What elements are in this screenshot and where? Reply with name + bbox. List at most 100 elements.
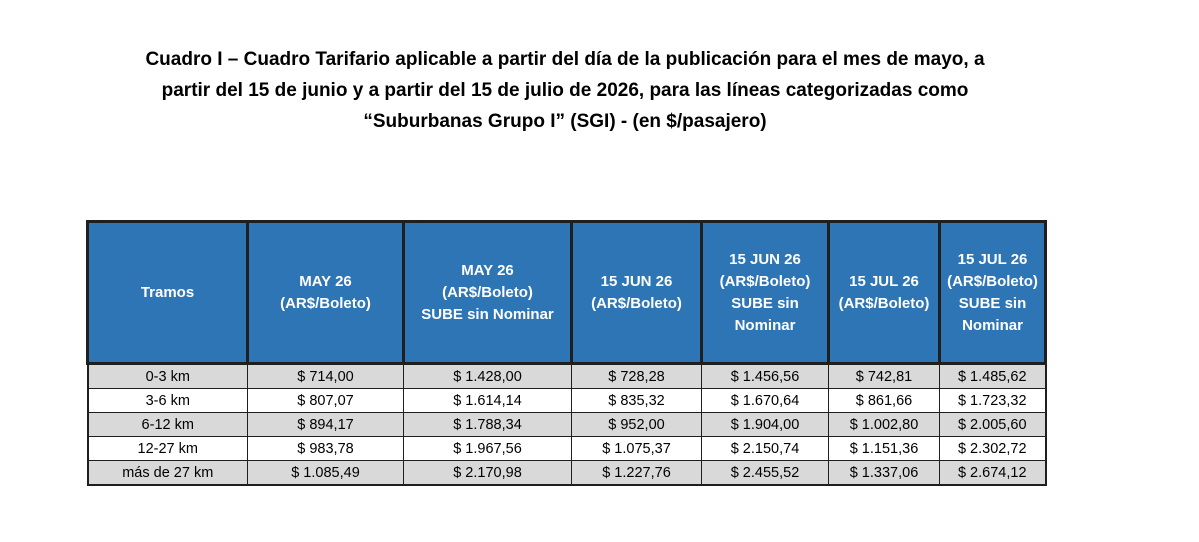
table-row: 6-12 km $ 894,17 $ 1.788,34 $ 952,00 $ 1.904… — [86, 412, 1047, 437]
column-header-line: 15 JUL 26 — [849, 272, 919, 290]
fare-value: $ 835,32 — [608, 392, 665, 409]
fare-table: Tramos MAY 26 (AR$/Boleto) MAY 26 (AR$/Bolet… — [86, 220, 1047, 486]
column-header-line: 15 JUL 26 — [957, 250, 1028, 268]
title-line-2: partir del 15 de junio y a partir del 15… — [161, 80, 969, 101]
fare-cell: $ 983,78 — [247, 436, 404, 461]
fare-value: $ 983,78 — [297, 440, 354, 457]
column-header-4: 15 JUN 26 (AR$/Boleto) SUBE sin Nominar — [701, 220, 830, 365]
tramo-cell: más de 27 km — [86, 460, 248, 486]
tramo-cell: 12-27 km — [86, 436, 248, 461]
column-header-2: MAY 26 (AR$/Boleto) SUBE sin Nominar — [403, 220, 573, 365]
fare-value: $ 728,28 — [608, 368, 665, 385]
fare-value: $ 2.005,60 — [957, 416, 1027, 433]
fare-cell: $ 835,32 — [571, 388, 702, 413]
fare-cell: $ 728,28 — [571, 363, 702, 389]
fare-value: $ 1.967,56 — [453, 440, 522, 457]
fare-value: $ 1.904,00 — [730, 416, 800, 433]
fare-cell: $ 861,66 — [828, 388, 940, 413]
fare-value: $ 2.302,72 — [957, 440, 1027, 457]
fare-value: $ 2.455,52 — [730, 464, 800, 481]
title-line-3: “Suburbanas Grupo I” (SGI) - (en $/pasaj… — [363, 111, 767, 132]
fare-cell: $ 1.904,00 — [701, 412, 829, 437]
column-header-line: Nominar — [962, 316, 1023, 334]
tramo-cell: 3-6 km — [86, 388, 248, 413]
column-header-line: (AR$/Boleto) — [442, 283, 533, 301]
fare-cell: $ 714,00 — [247, 363, 404, 389]
fare-value: $ 1.428,00 — [453, 368, 522, 385]
column-header-1: MAY 26 (AR$/Boleto) — [247, 220, 405, 365]
fare-value: $ 1.670,64 — [730, 392, 800, 409]
fare-value: $ 714,00 — [297, 368, 354, 385]
fare-value: $ 807,07 — [297, 392, 354, 409]
fare-value: $ 1.085,49 — [291, 464, 360, 481]
fare-cell: $ 2.005,60 — [939, 412, 1047, 437]
fare-value: $ 1.456,56 — [730, 368, 800, 385]
fare-value: $ 952,00 — [608, 416, 665, 433]
table-row: 3-6 km $ 807,07 $ 1.614,14 $ 835,32 $ 1.670,… — [86, 388, 1047, 413]
column-header-line: SUBE sin Nominar — [421, 305, 554, 323]
column-header-5: 15 JUL 26 (AR$/Boleto) — [828, 220, 941, 365]
fare-cell: $ 1.670,64 — [701, 388, 829, 413]
column-header-line: MAY 26 — [461, 261, 514, 279]
fare-cell: $ 1.723,32 — [939, 388, 1047, 413]
column-header-line: Nominar — [734, 316, 796, 334]
table-header-row: Tramos MAY 26 (AR$/Boleto) MAY 26 (AR$/Bolet… — [86, 220, 1047, 365]
column-header-line: SUBE sin — [731, 294, 799, 312]
fare-cell: $ 1.428,00 — [403, 363, 572, 389]
fare-value: $ 1.075,37 — [602, 440, 671, 457]
column-header-line: (AR$/Boleto) — [280, 294, 371, 312]
fare-value: $ 1.788,34 — [453, 416, 522, 433]
column-header-line: MAY 26 — [299, 272, 352, 290]
fare-cell: $ 1.002,80 — [828, 412, 940, 437]
fare-cell: $ 1.337,06 — [828, 460, 940, 486]
table-row: 12-27 km $ 983,78 $ 1.967,56 $ 1.075,37 $ 2.… — [86, 436, 1047, 461]
column-header-line: (AR$/Boleto) — [947, 272, 1038, 290]
fare-cell: $ 2.302,72 — [939, 436, 1047, 461]
column-header-line: (AR$/Boleto) — [838, 294, 930, 312]
fare-cell: $ 894,17 — [247, 412, 404, 437]
column-header-line: (AR$/Boleto) — [591, 294, 682, 312]
fare-value: $ 894,17 — [297, 416, 354, 433]
column-header-line: SUBE sin — [958, 294, 1027, 312]
table-row: 0-3 km $ 714,00 $ 1.428,00 $ 728,28 $ 1.456,… — [86, 363, 1047, 389]
fare-value: $ 1.723,32 — [957, 392, 1027, 409]
fare-cell: $ 952,00 — [571, 412, 702, 437]
table-body: 0-3 km $ 714,00 $ 1.428,00 $ 728,28 $ 1.456,… — [86, 363, 1047, 486]
fare-cell: $ 742,81 — [828, 363, 940, 389]
fare-value: $ 2.150,74 — [730, 440, 800, 457]
fare-value: $ 1.337,06 — [849, 464, 919, 481]
fare-value: $ 2.170,98 — [453, 464, 522, 481]
fare-cell: $ 1.788,34 — [403, 412, 572, 437]
fare-value: $ 1.227,76 — [602, 464, 671, 481]
fare-value: $ 1.614,14 — [453, 392, 522, 409]
fare-cell: $ 2.455,52 — [701, 460, 829, 486]
document-title: Cuadro I – Cuadro Tarifario aplicable a … — [95, 44, 1035, 137]
title-line-1: Cuadro I – Cuadro Tarifario aplicable a … — [145, 49, 985, 70]
fare-cell: $ 1.085,49 — [247, 460, 404, 486]
column-header-line: 15 JUN 26 — [729, 250, 801, 268]
fare-value: $ 1.002,80 — [849, 416, 919, 433]
column-header-tramos: Tramos — [86, 220, 249, 365]
fare-cell: $ 2.150,74 — [701, 436, 829, 461]
fare-value: $ 861,66 — [855, 392, 913, 409]
column-header-line: 15 JUN 26 — [600, 272, 673, 290]
tramo-cell: 6-12 km — [86, 412, 248, 437]
fare-cell: $ 1.614,14 — [403, 388, 572, 413]
column-header-6: 15 JUL 26 (AR$/Boleto) SUBE sin Nominar — [939, 220, 1047, 365]
fare-value: $ 1.151,36 — [849, 440, 919, 457]
column-header-line: (AR$/Boleto) — [719, 272, 811, 290]
fare-cell: $ 1.075,37 — [571, 436, 702, 461]
fare-cell: $ 1.227,76 — [571, 460, 702, 486]
fare-cell: $ 1.151,36 — [828, 436, 940, 461]
tramo-cell: 0-3 km — [86, 363, 248, 389]
column-header-3: 15 JUN 26 (AR$/Boleto) — [571, 220, 703, 365]
fare-cell: $ 1.967,56 — [403, 436, 572, 461]
column-header-line: Tramos — [140, 283, 195, 301]
fare-value: $ 1.485,62 — [957, 368, 1027, 385]
fare-cell: $ 2.674,12 — [939, 460, 1047, 486]
table-row: más de 27 km $ 1.085,49 $ 2.170,98 $ 1.227,… — [86, 460, 1047, 486]
fare-value: $ 742,81 — [855, 368, 913, 385]
fare-cell: $ 1.456,56 — [701, 363, 829, 389]
fare-value: $ 2.674,12 — [957, 464, 1027, 481]
fare-cell: $ 1.485,62 — [939, 363, 1047, 389]
